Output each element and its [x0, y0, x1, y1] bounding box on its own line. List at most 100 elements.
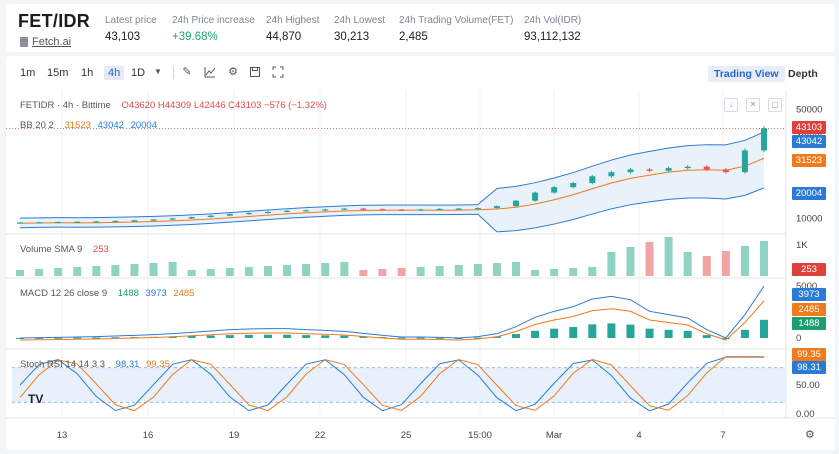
candle-body — [474, 208, 481, 210]
pencil-icon[interactable]: ✎ — [182, 66, 192, 78]
bollinger-lower-line — [19, 187, 765, 233]
interval-1m[interactable]: 1m — [20, 67, 36, 79]
macd-histogram-bar — [550, 328, 559, 338]
indicator-chart-icon[interactable] — [204, 66, 216, 78]
candle-body — [665, 168, 672, 171]
volume-bar — [702, 256, 711, 276]
candle-body — [265, 211, 271, 214]
volume-bar — [283, 265, 292, 276]
volume-label: Volume SMA 9 — [20, 244, 83, 255]
macd-histogram-bar — [569, 327, 578, 338]
dropdown-caret-icon[interactable]: ▼ — [154, 67, 162, 76]
bb-middle-value: 43042 — [97, 120, 124, 131]
volume-bar — [588, 267, 597, 276]
volume-axis-tick: 1K — [796, 240, 808, 251]
depth-tab[interactable]: Depth — [788, 68, 818, 80]
interval-4h[interactable]: 4h — [104, 66, 125, 80]
price-chart[interactable]: 50000400003000020000100001K5000050.000.0… — [6, 56, 835, 450]
volume-bar — [130, 264, 139, 276]
volume-bar — [340, 262, 349, 276]
stoch-tag-d: 99.35 — [792, 348, 826, 361]
macd-tag-hist: 1488 — [792, 317, 826, 330]
macd-histogram-bar — [588, 324, 597, 338]
volume-bar — [168, 262, 177, 276]
gear-icon[interactable]: ⚙ — [228, 66, 238, 78]
stat-trading-volume: 24h Trading Volume(FET) 2,485 — [399, 15, 514, 43]
project-link[interactable]: Fetch.ai — [20, 36, 71, 48]
interval-1h[interactable]: 1h — [81, 67, 94, 79]
stat-value: 43,103 — [105, 31, 141, 43]
stoch-legend: Stoch RSI 14 14 3 3 98.31 99.35 — [20, 359, 170, 370]
macd-histogram-bar — [473, 337, 482, 339]
volume-bar — [416, 267, 425, 276]
macd-histogram-bar — [16, 338, 24, 339]
scroll-down-icon[interactable]: ↓ — [724, 98, 738, 112]
interval-1d[interactable]: 1D — [131, 67, 146, 79]
volume-bar — [512, 262, 520, 276]
candle-body — [703, 166, 710, 170]
candle-body — [436, 208, 443, 211]
macd-histogram-bar — [340, 335, 349, 338]
macd-histogram-bar — [645, 328, 654, 338]
macd-histogram-bar — [302, 335, 311, 338]
chart-settings-icon[interactable]: ⚙ — [805, 429, 815, 441]
stoch-k-value: 98.31 — [115, 359, 140, 370]
time-axis-tick: Mar — [546, 430, 562, 441]
macd-tag-signal: 2485 — [792, 303, 826, 316]
macd-axis-tick: 0 — [796, 333, 801, 344]
time-axis-tick: 7 — [720, 430, 725, 441]
symbol-title: FETIDR · 4h · Bittime — [20, 100, 111, 111]
save-icon[interactable] — [249, 66, 261, 78]
trading-view-tab[interactable]: Trading View — [708, 66, 785, 82]
bb-lower-value: 20004 — [130, 120, 157, 131]
stat-lowest: 24h Lowest 30,213 — [334, 15, 385, 43]
candle-body — [74, 221, 81, 223]
stoch-label: Stoch RSI 14 14 3 3 — [20, 359, 106, 370]
interval-15m[interactable]: 15m — [47, 67, 69, 79]
candle-body — [722, 169, 729, 173]
macd-signal-line — [19, 300, 765, 341]
bb-legend: BB 20 2 31523 43042 20004 — [20, 120, 157, 131]
time-axis-tick: 22 — [315, 430, 326, 441]
candle-body — [532, 192, 539, 201]
candle-body — [36, 222, 43, 224]
macd-histogram-bar — [225, 335, 234, 338]
candle-body — [646, 169, 653, 171]
bollinger-upper-line — [19, 131, 765, 219]
price-tag-bb-lower: 20004 — [792, 187, 826, 200]
volume-bar — [550, 269, 559, 276]
stoch-axis-tick: 0.00 — [796, 409, 815, 420]
chart-title-legend: FETIDR · 4h · Bittime O43620 H44309 L424… — [20, 100, 327, 111]
ohlc-close: C43103 — [228, 100, 262, 111]
price-axis-tick: 50000 — [796, 105, 822, 116]
collapse-icon[interactable]: ✕ — [746, 98, 760, 112]
candle-body — [131, 220, 138, 222]
bb-upper-value: 31523 — [64, 120, 91, 131]
volume-bar — [35, 269, 44, 276]
macd-histogram-bar — [435, 337, 444, 339]
volume-bar — [473, 264, 482, 276]
macd-histogram-bar — [740, 329, 749, 338]
volume-bar — [264, 266, 272, 276]
restore-icon[interactable]: ▢ — [768, 98, 782, 112]
stat-value: +39.68% — [172, 31, 218, 43]
candle-body — [93, 221, 100, 223]
ohlc-low: L42446 — [193, 100, 226, 111]
price-tag-bb-mid: 43042 — [792, 135, 826, 148]
stat-price-increase: 24h Price increase +39.68% — [172, 15, 255, 43]
candle-body — [284, 210, 291, 212]
candle-body — [589, 176, 596, 184]
macd-histogram-bar — [187, 336, 196, 338]
macd-histogram-bar — [73, 337, 82, 339]
volume-bar — [492, 263, 501, 276]
volume-bar — [206, 269, 215, 276]
price-tag-bb-upper: 31523 — [792, 154, 826, 167]
ohlc-high: H44309 — [157, 100, 192, 111]
macd-legend: MACD 12 26 close 9 1488 3973 2485 — [20, 288, 194, 299]
fullscreen-icon[interactable] — [272, 66, 284, 78]
stat-value: 2,485 — [399, 31, 428, 43]
volume-bar — [397, 268, 406, 276]
bb-label: BB 20 2 — [20, 120, 54, 131]
candle-body — [360, 208, 367, 210]
stoch-axis-tick: 50.00 — [796, 380, 820, 391]
